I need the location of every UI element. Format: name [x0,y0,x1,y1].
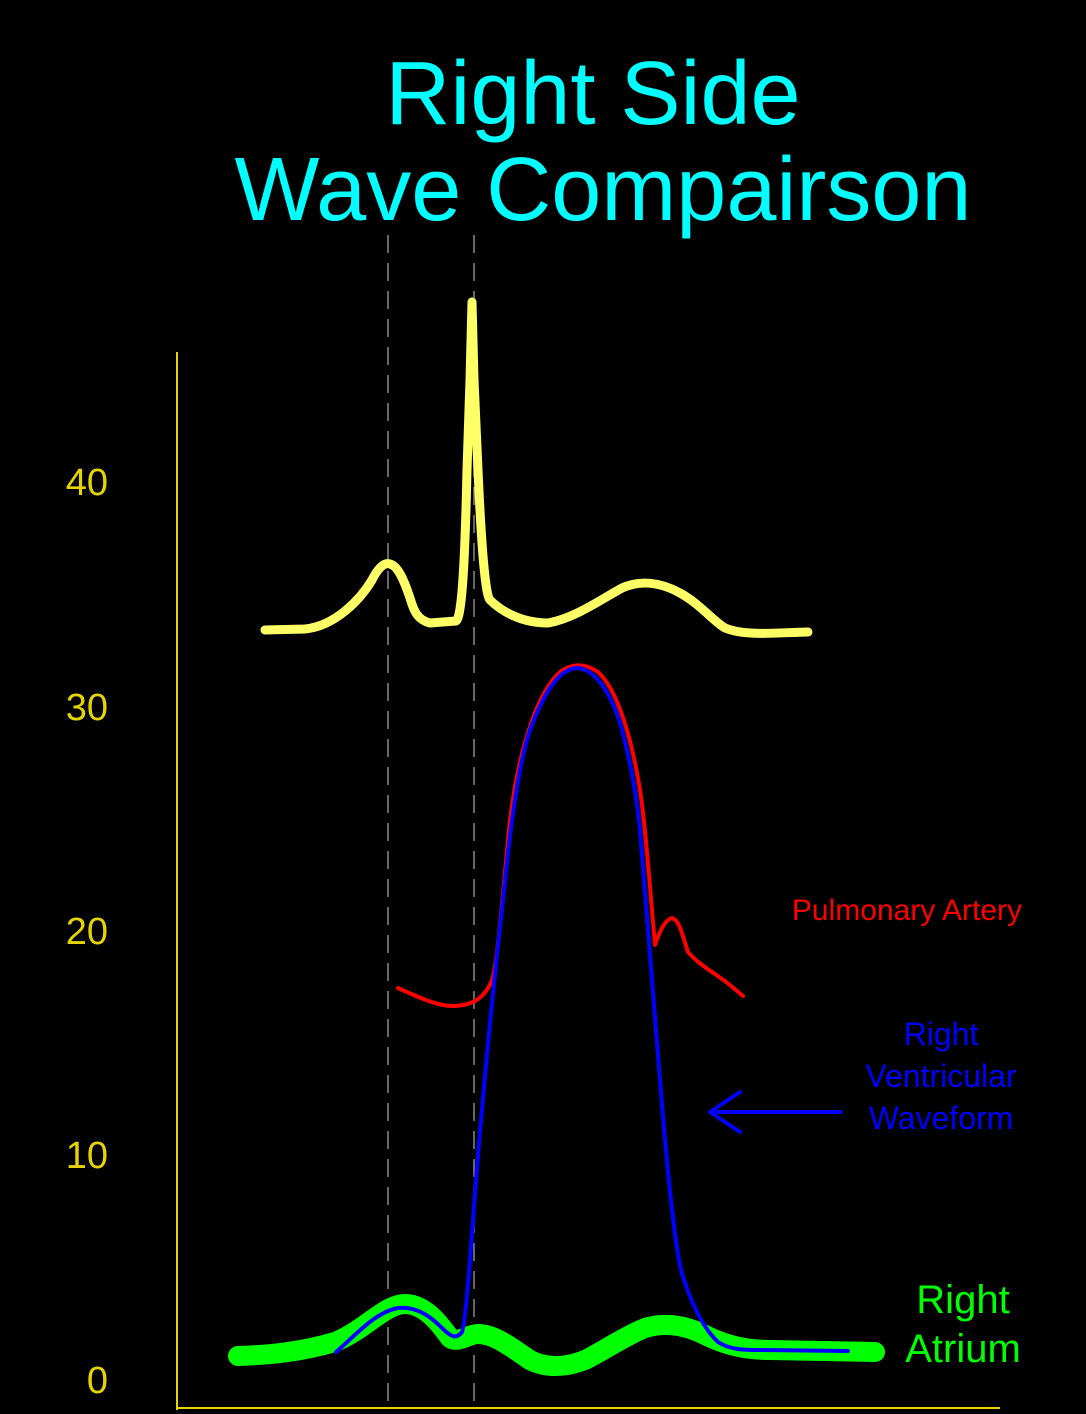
pulmonary-artery-waveform [396,663,745,1008]
pulmonary-artery-label: Pulmonary Artery [792,894,1022,927]
page-title: Right Side Wave Compairson [0,46,1086,238]
right-ventricular-label-line1: Right [904,1016,979,1052]
left-arrow-icon [708,1090,842,1134]
y-tick-label: 40 [66,462,108,504]
y-tick-label: 10 [66,1135,108,1177]
right-atrium-label-line2: Atrium [905,1327,1021,1371]
y-tick-label: 20 [66,911,108,953]
title-line-1: Right Side [385,44,801,144]
ecg-waveform [260,297,813,638]
right-ventricle-waveform [334,666,850,1354]
right-ventricular-label-line3: Waveform [869,1100,1014,1136]
y-tick-label: 0 [87,1360,108,1402]
right-atrium-waveform [228,1294,885,1376]
title-line-2: Wave Compairson [234,140,972,240]
y-tick-label: 30 [66,687,108,729]
right-atrium-label-line1: Right [916,1278,1009,1322]
right-ventricular-label-line2: Ventricular [865,1058,1017,1094]
